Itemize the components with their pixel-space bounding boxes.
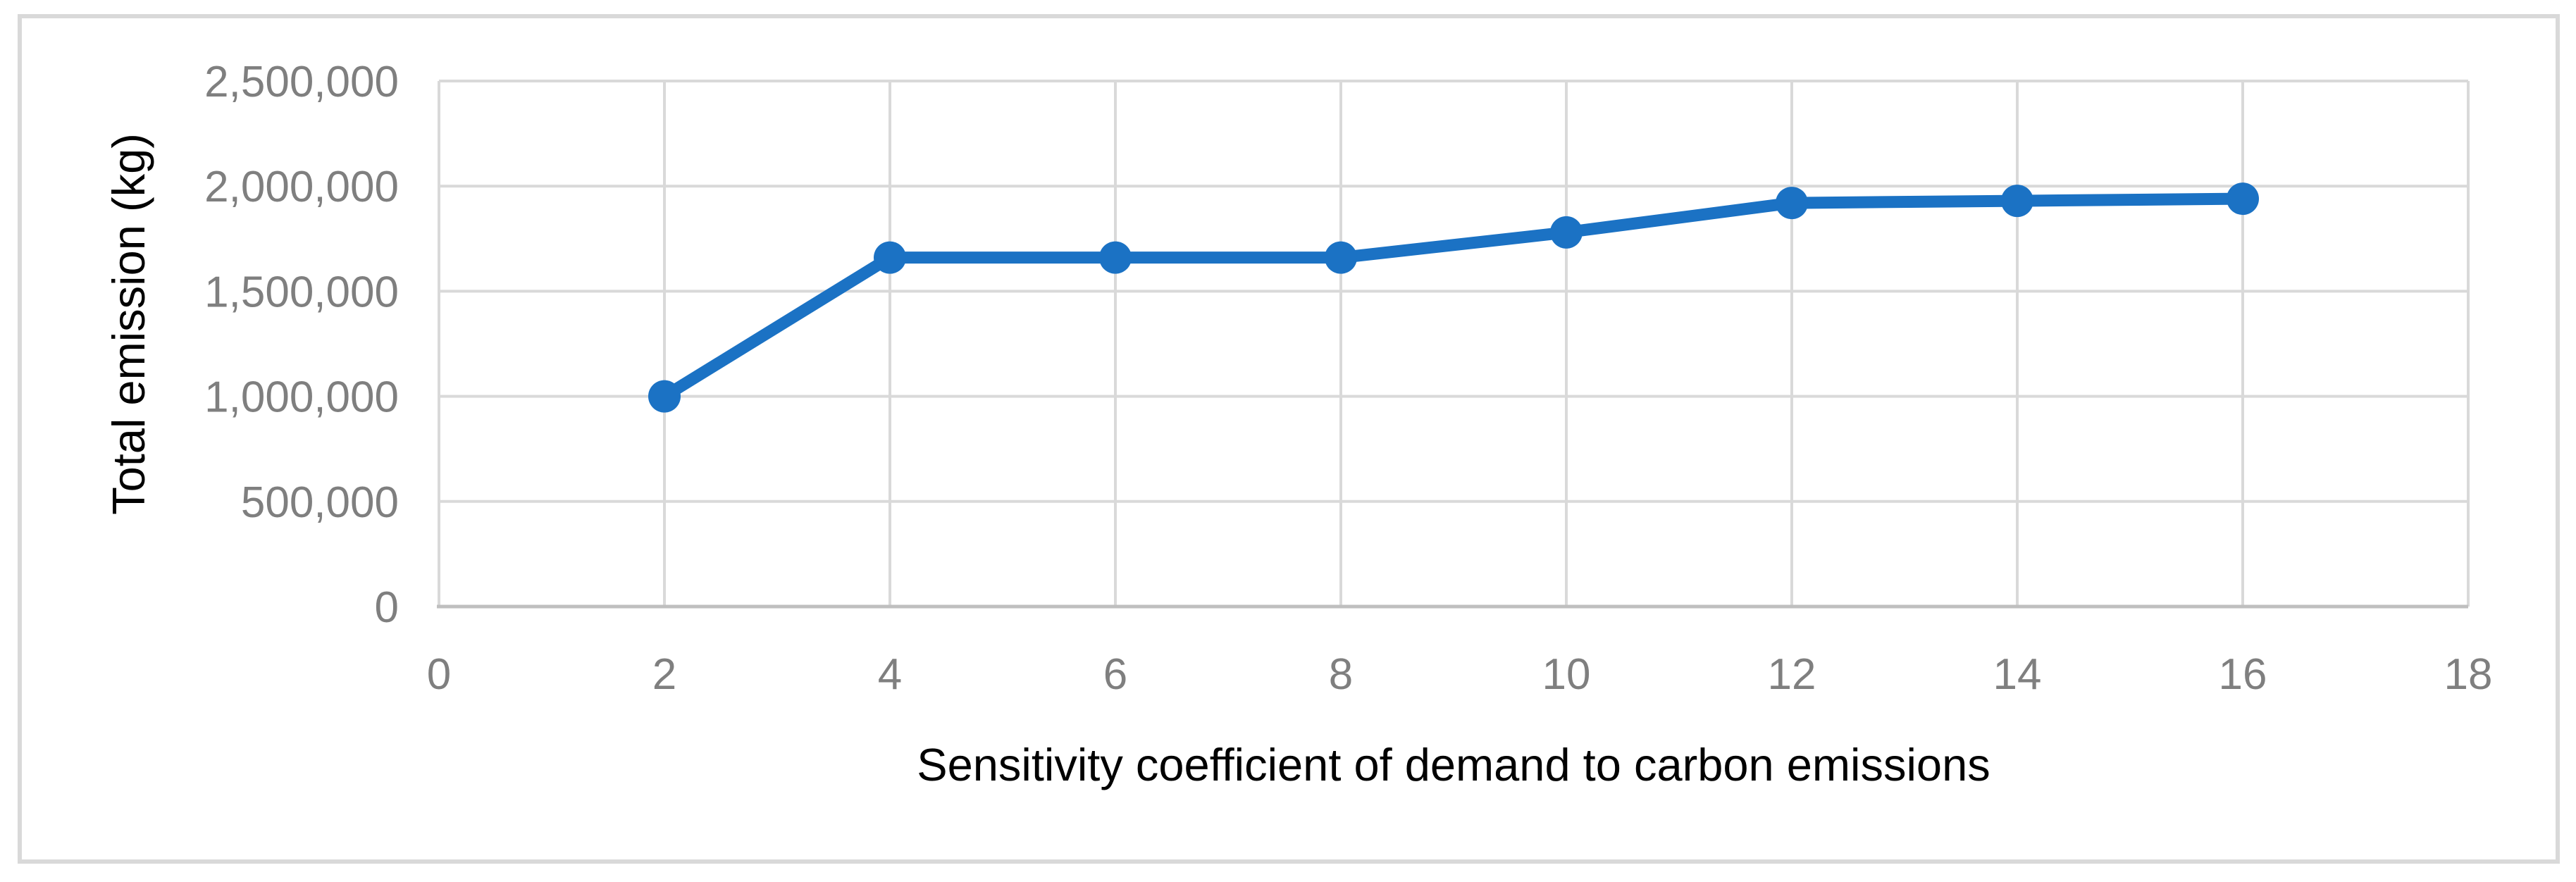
gridlines: [438, 80, 2470, 607]
data-series: [648, 182, 2259, 413]
x-tick-label: 0: [427, 650, 451, 699]
data-point-marker: [874, 241, 906, 274]
data-point-marker: [1550, 216, 1583, 249]
y-tick-label: 2,000,000: [204, 163, 399, 211]
data-point-marker: [2227, 182, 2259, 216]
data-point-marker: [1099, 241, 1132, 274]
data-point-marker: [1325, 241, 1357, 274]
tick-labels: 0 500,000 1,000,000 1,500,000 2,000,000 2,500…: [204, 58, 2492, 699]
data-point-marker: [2001, 185, 2033, 218]
x-tick-label: 18: [2444, 650, 2493, 699]
y-tick-label: 1,000,000: [204, 373, 399, 422]
data-point-marker: [648, 380, 681, 413]
x-tick-label: 6: [1103, 650, 1127, 699]
y-tick-label: 0: [375, 583, 399, 632]
x-tick-label: 8: [1329, 650, 1353, 699]
data-point-marker: [1776, 187, 1808, 220]
y-axis-title: Total emission (kg): [103, 133, 154, 515]
x-axis-title: Sensitivity coefficient of demand to car…: [917, 739, 1990, 790]
emission-line-series: [658, 192, 2249, 403]
x-tick-label: 14: [1993, 650, 2042, 699]
x-tick-label: 10: [1542, 650, 1591, 699]
x-tick-label: 16: [2219, 650, 2267, 699]
y-tick-label: 2,500,000: [204, 58, 399, 106]
x-tick-label: 2: [652, 650, 676, 699]
y-tick-label: 1,500,000: [204, 268, 399, 316]
figure-border: [18, 14, 2560, 864]
y-tick-label: 500,000: [241, 478, 399, 527]
x-tick-label: 4: [878, 650, 902, 699]
x-tick-label: 12: [1768, 650, 1816, 699]
